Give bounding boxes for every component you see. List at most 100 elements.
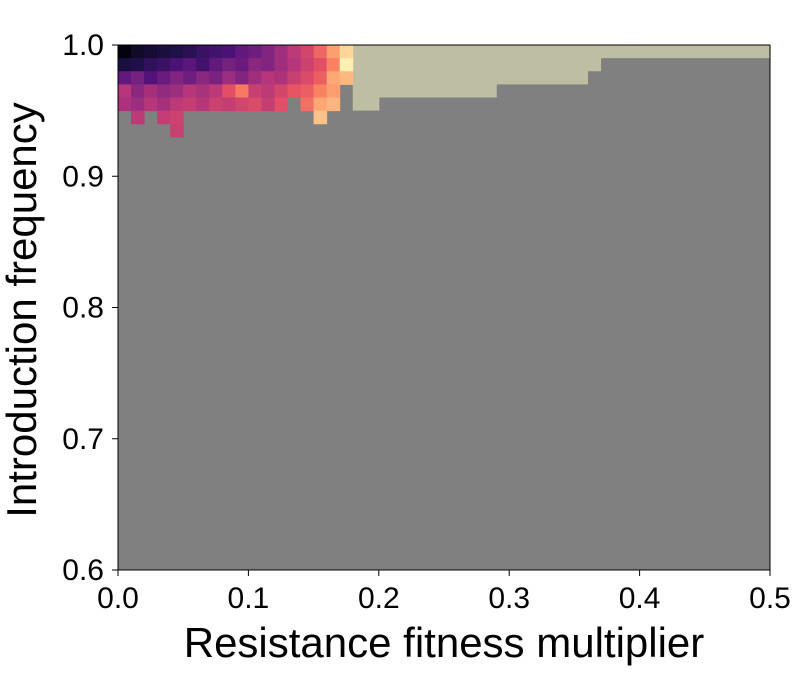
heatmap-cell (261, 84, 275, 98)
heatmap-cell (131, 110, 145, 125)
heatmap-cell (248, 71, 262, 85)
heatmap-cell (170, 45, 184, 59)
heatmap-cell (313, 97, 328, 112)
heatmap-cell (339, 58, 354, 72)
x-tick-label: 0.3 (488, 582, 530, 615)
x-tick-label: 0.4 (619, 582, 661, 615)
heatmap-cell (118, 71, 132, 85)
x-tick-label: 0.0 (97, 582, 139, 615)
y-tick-label: 0.6 (62, 554, 104, 587)
heatmap-cell (183, 71, 197, 85)
heatmap-cell (209, 97, 223, 112)
heatmap-cell (274, 45, 289, 59)
heatmap-cell (326, 84, 341, 98)
heatmap-cell (183, 45, 197, 59)
heatmap-cell (209, 45, 223, 59)
region-segment (626, 45, 771, 59)
heatmap-cell (300, 84, 315, 98)
x-axis-ticks: 0.0 0.1 0.2 0.3 0.4 0.5 (97, 570, 791, 615)
y-axis-ticks: 0.6 0.7 0.8 0.9 1.0 (62, 29, 118, 587)
heatmap-cell (248, 45, 262, 59)
heatmap-cell (170, 58, 184, 72)
y-axis-label: Introduction frequency (0, 102, 45, 518)
heatmap-cell (313, 45, 328, 59)
heatmap-cell (118, 58, 132, 72)
y-tick-label: 1.0 (62, 29, 104, 62)
heatmap-cell (287, 58, 302, 72)
heatmap-cell (170, 84, 184, 98)
heatmap-cell (235, 97, 249, 112)
heatmap-cell (144, 84, 158, 98)
heatmap-cell (222, 84, 236, 98)
region-segment (496, 45, 589, 85)
region-segment (378, 45, 497, 98)
x-tick-label: 0.1 (228, 582, 270, 615)
x-axis-label: Resistance fitness multiplier (184, 619, 705, 666)
heatmap-cell (300, 58, 315, 72)
heatmap-cell (274, 97, 289, 112)
heatmap-cell (313, 110, 328, 125)
heatmap-cell (170, 123, 184, 138)
heatmap-cell (157, 97, 171, 112)
y-tick-label: 0.9 (62, 160, 104, 193)
heatmap-cells (118, 45, 354, 138)
region-segment (352, 45, 380, 111)
heatmap-cell (131, 71, 145, 85)
heatmap-cell (131, 45, 145, 59)
heatmap-cell (183, 58, 197, 72)
heatmap-cell (235, 71, 249, 85)
heatmap-cell (235, 58, 249, 72)
heatmap-cell (196, 45, 210, 59)
heatmap-cell (274, 58, 289, 72)
heatmap-cell (261, 97, 275, 112)
y-tick-label: 0.8 (62, 292, 104, 325)
region-segment (587, 45, 602, 72)
heatmap-cell (170, 110, 184, 125)
heatmap-cell (222, 97, 236, 112)
heatmap-cell (222, 45, 236, 59)
x-tick-label: 0.5 (749, 582, 791, 615)
heatmap-cell (261, 71, 275, 85)
y-tick-label: 0.7 (62, 423, 104, 456)
region-layer (352, 45, 771, 111)
heatmap-cell (144, 45, 158, 59)
heatmap-cell (248, 58, 262, 72)
heatmap-cell (248, 84, 262, 98)
heatmap-cell (287, 71, 302, 85)
heatmap-cell (326, 58, 341, 72)
heatmap-cell (196, 84, 210, 98)
heatmap-cell (196, 58, 210, 72)
heatmap-cell (144, 97, 158, 112)
heatmap-cell (287, 45, 302, 59)
heatmap-cell (157, 110, 171, 125)
heatmap-cell (118, 84, 132, 98)
heatmap-cell (300, 71, 315, 85)
heatmap-cell (326, 45, 341, 59)
heatmap-cell (118, 45, 132, 59)
heatmap-cell (287, 84, 302, 98)
heatmap-cell (274, 71, 289, 85)
heatmap-cell (118, 97, 132, 112)
heatmap-cell (131, 97, 145, 112)
heatmap-cell (144, 71, 158, 85)
heatmap-cell (248, 97, 262, 112)
heatmap-cell (313, 58, 328, 72)
heatmap-cell (222, 58, 236, 72)
heatmap-cell (170, 97, 184, 112)
heatmap-cell (339, 45, 354, 59)
plot-background (118, 45, 770, 570)
heatmap-cell (183, 97, 197, 112)
x-tick-label: 0.2 (358, 582, 400, 615)
heatmap-cell (196, 71, 210, 85)
heatmap-cell (157, 58, 171, 72)
heatmap-cell (209, 84, 223, 98)
heatmap-cell (170, 71, 184, 85)
heatmap-cell (326, 71, 341, 85)
heatmap-cell (339, 71, 354, 85)
heatmap-cell (313, 71, 328, 85)
heatmap-cell (274, 84, 289, 98)
heatmap-cell (235, 45, 249, 59)
heatmap-cell (144, 58, 158, 72)
heatmap-cell (209, 71, 223, 85)
